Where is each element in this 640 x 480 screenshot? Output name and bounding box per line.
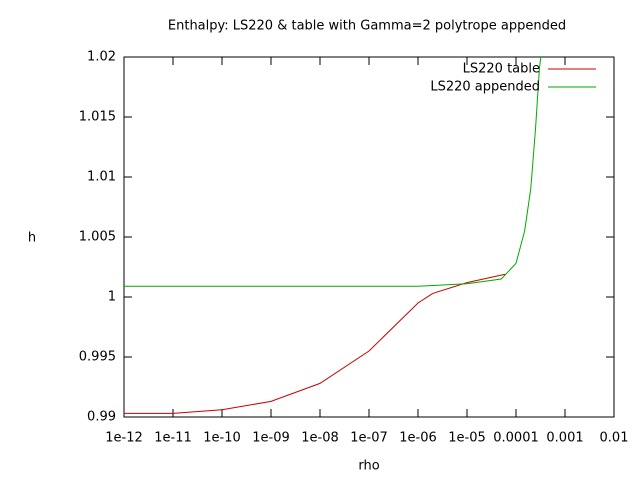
legend-label: LS220 table <box>463 62 540 77</box>
x-tick-label: 1e-09 <box>252 431 290 446</box>
x-tick-label: 1e-07 <box>350 431 388 446</box>
x-tick-label: 1e-11 <box>154 431 192 446</box>
x-tick-label: 0.01 <box>600 431 629 446</box>
x-tick-label: 0.001 <box>546 431 583 446</box>
x-tick-label: 1e-05 <box>448 431 486 446</box>
y-axis-label: h <box>28 231 36 246</box>
y-tick-label: 1.005 <box>79 230 116 245</box>
series-line <box>124 57 542 287</box>
y-tick-label: 1.02 <box>87 50 116 65</box>
x-tick-label: 1e-12 <box>105 431 143 446</box>
series-line <box>124 273 506 414</box>
x-tick-label: 1e-08 <box>301 431 339 446</box>
plot-frame <box>123 56 615 418</box>
y-tick-label: 1.01 <box>87 170 116 185</box>
x-tick-label: 0.0001 <box>493 431 539 446</box>
y-tick-label: 0.995 <box>79 350 116 365</box>
x-tick-label: 1e-06 <box>399 431 437 446</box>
y-tick-label: 1 <box>108 290 116 305</box>
legend-label: LS220 appended <box>430 80 540 95</box>
y-tick-label: 1.015 <box>79 110 116 125</box>
y-tick-label: 0.99 <box>87 410 116 425</box>
x-tick-label: 1e-10 <box>203 431 241 446</box>
x-axis-label: rho <box>358 459 379 474</box>
chart-title: Enthalpy: LS220 & table with Gamma=2 pol… <box>168 19 566 34</box>
